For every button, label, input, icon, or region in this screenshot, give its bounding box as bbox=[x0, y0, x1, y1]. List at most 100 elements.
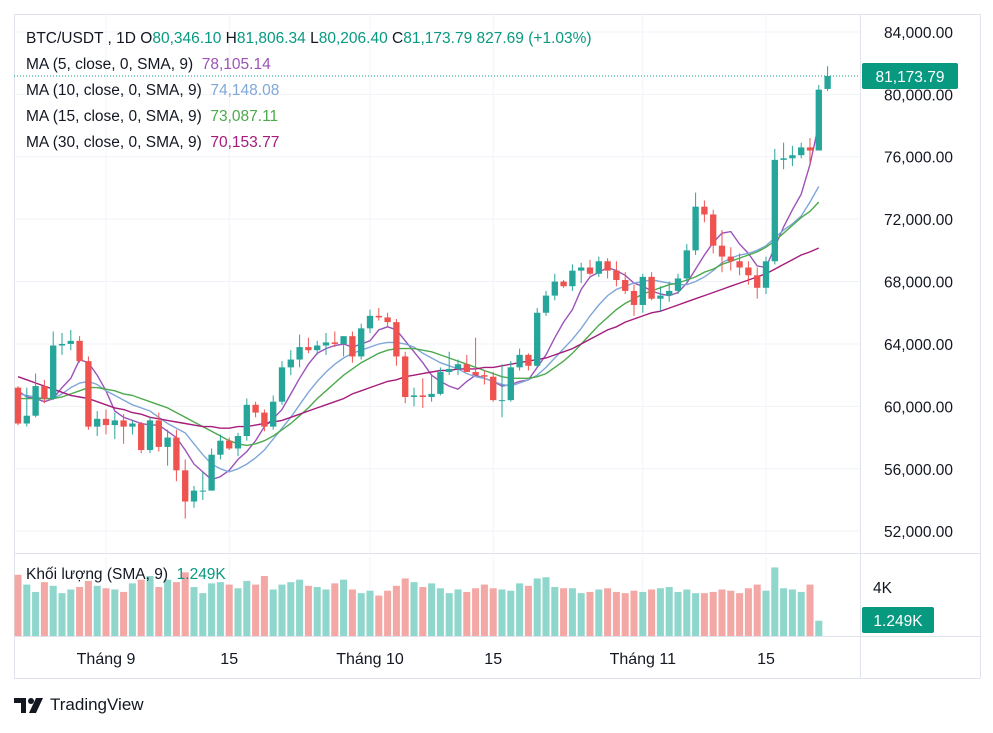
candle-body bbox=[701, 206, 708, 215]
volume-bar bbox=[190, 587, 198, 636]
volume-bar bbox=[428, 583, 436, 636]
brand-name: TradingView bbox=[50, 695, 144, 714]
volume-bar bbox=[718, 589, 726, 636]
candle-body bbox=[727, 256, 734, 262]
candle-body bbox=[666, 290, 673, 296]
price-tick-label: 80,000.00 bbox=[884, 87, 953, 104]
price-tick-label: 60,000.00 bbox=[884, 399, 953, 416]
volume-bar bbox=[709, 591, 717, 636]
volume-bar bbox=[595, 589, 603, 636]
volume-bar bbox=[692, 593, 700, 636]
last-price-badge bbox=[862, 63, 958, 90]
candle-body bbox=[217, 440, 224, 455]
ma-legend-row[interactable]: MA (15, close, 0, SMA, 9) 73,087.11 bbox=[26, 104, 592, 130]
candle-body bbox=[824, 76, 831, 89]
volume-bar bbox=[243, 580, 251, 636]
low-label: L bbox=[310, 30, 319, 47]
time-tick-label: 15 bbox=[220, 651, 238, 668]
ohlc-row: BTC/USDT , 1D O80,346.10 H81,806.34 L80,… bbox=[26, 30, 592, 47]
volume-legend[interactable]: Khối lượng (SMA, 9) 1.249K bbox=[26, 566, 226, 584]
ma-legend-row[interactable]: MA (30, close, 0, SMA, 9) 70,153.77 bbox=[26, 130, 592, 156]
volume-bar bbox=[533, 578, 541, 636]
price-tick-label: 84,000.00 bbox=[884, 25, 953, 42]
volume-bar bbox=[401, 578, 409, 636]
price-axis[interactable]: 84,000.00 80,000.00 76,000.00 72,000.00 68,0… bbox=[873, 25, 953, 597]
tradingview-logo[interactable]: TradingView bbox=[14, 694, 144, 716]
volume-bar bbox=[23, 584, 31, 636]
candle-body bbox=[278, 367, 286, 402]
volume-bar bbox=[551, 587, 559, 636]
volume-bar bbox=[674, 591, 682, 636]
ma15-value: 73,087.11 bbox=[210, 108, 279, 125]
candle-body bbox=[806, 147, 814, 151]
candle-body bbox=[472, 372, 479, 376]
ma-legend-row[interactable]: MA (10, close, 0, SMA, 9) 74,148.08 bbox=[26, 78, 592, 104]
price-tick-label: 56,000.00 bbox=[884, 462, 953, 479]
candle-body bbox=[446, 368, 453, 373]
candle-body bbox=[85, 361, 92, 427]
volume-bar bbox=[489, 588, 497, 636]
volume-bar bbox=[120, 591, 128, 636]
candle-body bbox=[199, 490, 206, 492]
candle-body bbox=[586, 267, 594, 274]
ma30-label: MA (30, close, 0, SMA, 9) bbox=[26, 134, 202, 151]
candle-body bbox=[243, 404, 250, 436]
ma10-value: 74,148.08 bbox=[210, 82, 280, 99]
candle-body bbox=[366, 315, 374, 329]
ma5-value: 78,105.14 bbox=[201, 56, 271, 73]
volume-bar bbox=[630, 590, 638, 636]
candle-body bbox=[578, 267, 585, 271]
symbol-label[interactable]: BTC/USDT bbox=[26, 30, 104, 47]
candle-body bbox=[604, 261, 611, 271]
price-tick-label: 52,000.00 bbox=[884, 524, 953, 541]
volume-bar bbox=[780, 588, 788, 636]
candle-body bbox=[613, 270, 620, 280]
candle-body bbox=[516, 354, 523, 368]
volume-bar bbox=[727, 590, 735, 636]
volume-bar bbox=[340, 579, 348, 636]
open-label: O bbox=[140, 30, 153, 47]
high-value: 81,806.34 bbox=[236, 30, 306, 47]
candle-body bbox=[402, 356, 409, 397]
candle-body bbox=[67, 340, 74, 344]
volume-bar bbox=[445, 593, 453, 636]
interval-label[interactable]: 1D bbox=[116, 30, 136, 47]
price-tick-label: 72,000.00 bbox=[884, 212, 953, 229]
volume-value: 1.249K bbox=[176, 566, 226, 583]
candle-body bbox=[349, 336, 356, 357]
volume-bar bbox=[542, 577, 550, 636]
candle-body bbox=[419, 395, 426, 397]
volume-bar bbox=[639, 591, 647, 636]
candle-body bbox=[120, 420, 127, 427]
volume-bar bbox=[392, 585, 400, 636]
volume-bar bbox=[313, 587, 321, 636]
time-tick-label: 15 bbox=[484, 651, 502, 668]
candle-body bbox=[129, 423, 136, 427]
candle-body bbox=[261, 412, 268, 427]
ma-legend-row[interactable]: MA (5, close, 0, SMA, 9) 78,105.14 bbox=[26, 52, 592, 78]
volume-bar bbox=[225, 584, 233, 636]
volume-bar bbox=[436, 588, 444, 636]
time-tick-label: Tháng 10 bbox=[336, 651, 404, 668]
candle-body bbox=[736, 261, 743, 268]
volume-bar bbox=[366, 590, 374, 636]
candle-body bbox=[762, 261, 770, 288]
volume-bar bbox=[296, 579, 304, 636]
volume-bar bbox=[49, 585, 57, 636]
volume-bar bbox=[498, 589, 506, 636]
volume-bar bbox=[700, 593, 708, 636]
candle-body bbox=[138, 423, 145, 451]
volume-bar bbox=[568, 588, 576, 636]
volume-bar bbox=[137, 579, 145, 636]
volume-bar bbox=[102, 588, 110, 636]
candle-body bbox=[507, 367, 514, 401]
volume-bar bbox=[67, 589, 75, 636]
volume-bar bbox=[146, 576, 154, 636]
volume-bar bbox=[375, 595, 383, 636]
time-axis[interactable]: Tháng 9 15 Tháng 10 15 Tháng 11 15 bbox=[77, 651, 775, 668]
candle-body bbox=[182, 470, 189, 502]
volume-bar bbox=[260, 576, 268, 636]
candle-body bbox=[384, 317, 391, 323]
